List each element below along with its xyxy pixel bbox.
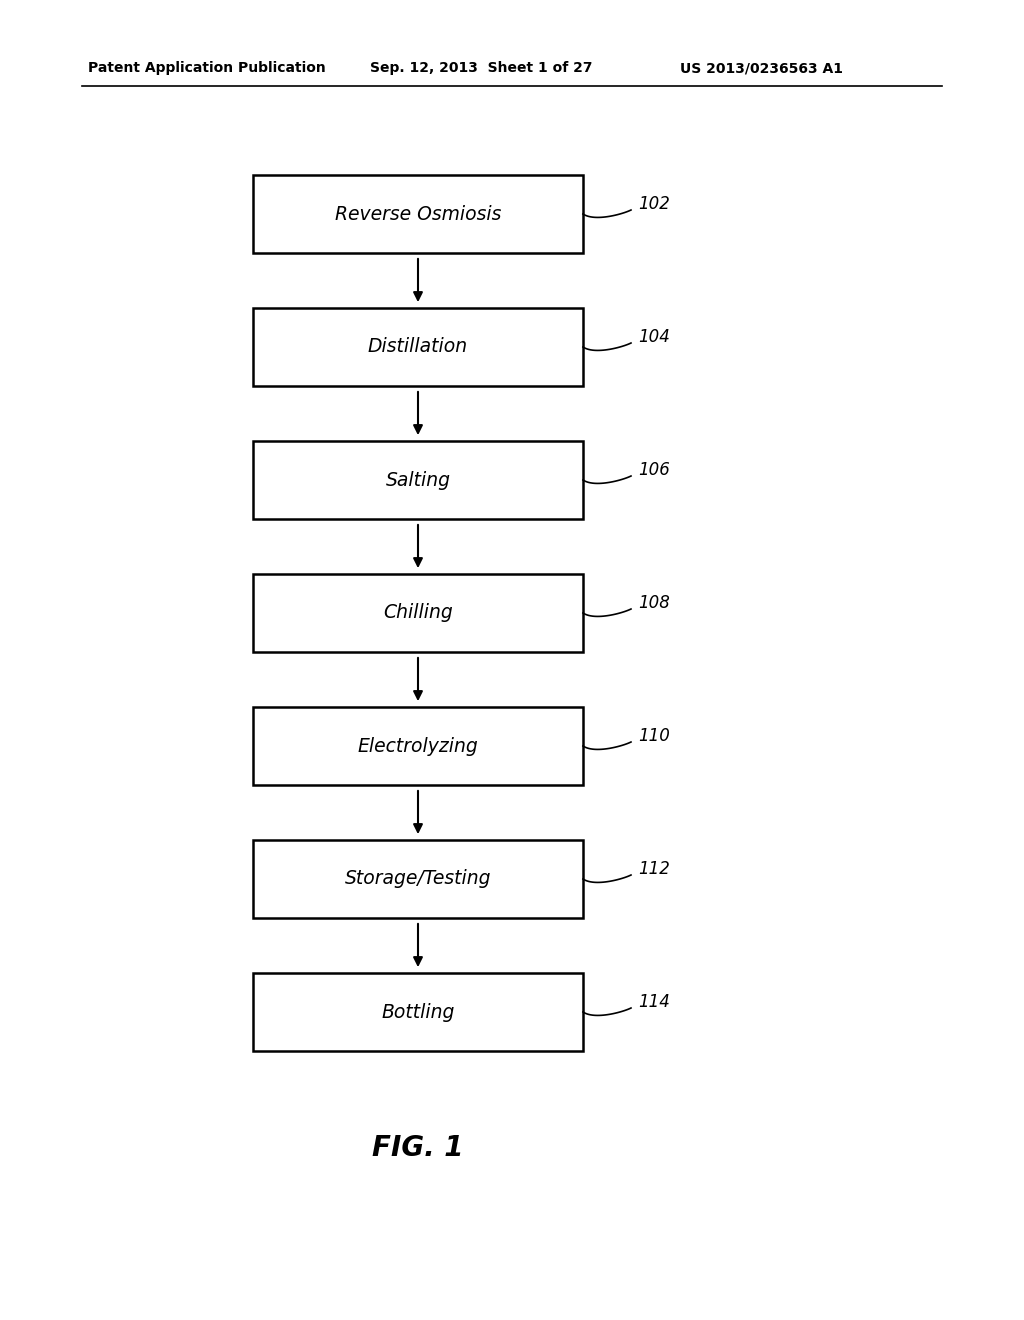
Bar <box>253 176 583 253</box>
Text: Bottling: Bottling <box>381 1002 455 1022</box>
Bar <box>253 574 583 652</box>
Text: Chilling: Chilling <box>383 603 453 623</box>
Text: Reverse Osmiosis: Reverse Osmiosis <box>335 205 501 223</box>
Text: 108: 108 <box>638 594 670 612</box>
Text: 102: 102 <box>638 195 670 213</box>
Text: Sep. 12, 2013  Sheet 1 of 27: Sep. 12, 2013 Sheet 1 of 27 <box>370 61 593 75</box>
Text: 110: 110 <box>638 727 670 744</box>
Text: Distillation: Distillation <box>368 338 468 356</box>
Bar <box>253 840 583 917</box>
Text: Storage/Testing: Storage/Testing <box>345 870 492 888</box>
Text: 114: 114 <box>638 993 670 1011</box>
Bar <box>253 973 583 1051</box>
Text: Electrolyzing: Electrolyzing <box>357 737 478 755</box>
Text: Salting: Salting <box>385 470 451 490</box>
Text: FIG. 1: FIG. 1 <box>373 1134 464 1162</box>
Text: 106: 106 <box>638 461 670 479</box>
Text: 104: 104 <box>638 327 670 346</box>
Bar <box>253 708 583 785</box>
Text: 112: 112 <box>638 861 670 878</box>
Text: Patent Application Publication: Patent Application Publication <box>88 61 326 75</box>
Bar <box>253 308 583 385</box>
Text: US 2013/0236563 A1: US 2013/0236563 A1 <box>680 61 843 75</box>
Bar <box>253 441 583 519</box>
